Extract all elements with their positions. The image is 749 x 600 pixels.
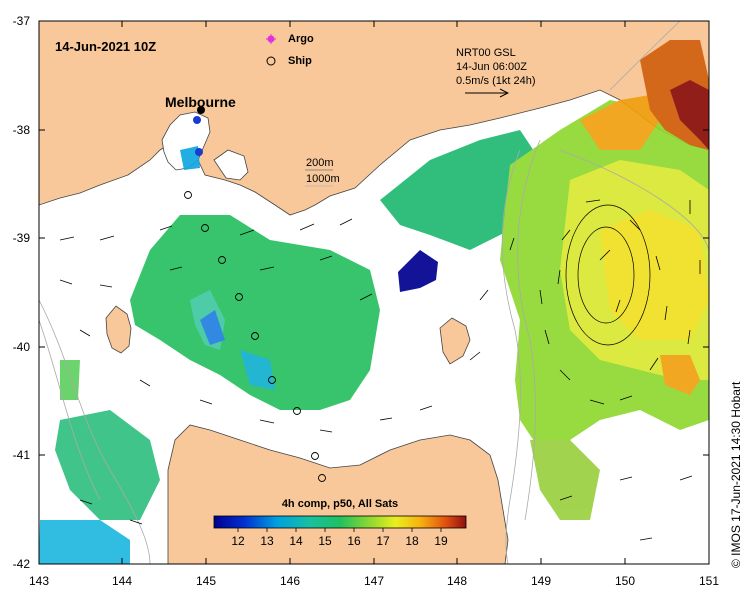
current-ref-line2: 14-Jun 06:00Z <box>456 61 527 73</box>
current-ref-line3: 0.5m/s (1kt 24h) <box>456 75 535 87</box>
colorbar-ticks <box>237 528 442 532</box>
ship-legend-label: Ship <box>288 55 312 67</box>
colorbar-tick-label: 17 <box>376 534 390 548</box>
x-tick-label: 150 <box>615 574 635 588</box>
current-vectors <box>59 199 701 541</box>
eddy-rings <box>565 204 651 346</box>
x-tick-label: 146 <box>280 574 300 588</box>
current-ref-line1: NRT00 GSL <box>456 47 516 59</box>
y-tick-label: -38 <box>13 123 31 137</box>
y-tick-label: -40 <box>13 340 31 354</box>
colorbar-tick-label: 12 <box>231 534 245 548</box>
y-tick-label: -41 <box>13 448 31 462</box>
colorbar-tick-label: 13 <box>260 534 274 548</box>
sst-field <box>39 40 709 564</box>
buoy-dot <box>195 148 203 156</box>
land-flinders-island <box>439 317 471 365</box>
colorbar-tick-label: 18 <box>405 534 419 548</box>
x-axis <box>38 21 710 564</box>
city-label: Melbourne <box>165 94 236 110</box>
argo-icon <box>266 34 276 44</box>
ship-track <box>184 191 326 482</box>
credit-label: © IMOS 17-Jun-2021 14:30 Hobart <box>729 381 743 568</box>
x-tick-label: 143 <box>29 574 49 588</box>
x-tick-label: 148 <box>447 574 467 588</box>
x-tick-label: 145 <box>196 574 216 588</box>
y-tick-label: -37 <box>13 14 31 28</box>
land-king-island <box>105 305 132 354</box>
y-axis <box>39 20 709 565</box>
x-tick-label: 144 <box>112 574 132 588</box>
colorbar-tick-label: 19 <box>434 534 448 548</box>
colorbar-tick-label: 15 <box>318 534 332 548</box>
colorbar-tick-label: 16 <box>347 534 361 548</box>
datetime-label: 14-Jun-2021 10Z <box>55 39 156 54</box>
ship-icon <box>266 56 276 66</box>
land-tasmania <box>167 424 509 564</box>
x-tick-label: 147 <box>364 574 384 588</box>
x-tick-label: 149 <box>531 574 551 588</box>
y-tick-label: -39 <box>13 231 31 245</box>
melbourne-marker <box>197 106 205 114</box>
x-tick-label: 151 <box>699 574 719 588</box>
buoy-dot <box>193 116 201 124</box>
colorbar-title: 4h comp, p50, All Sats <box>282 498 398 510</box>
colorbar-tick-label: 14 <box>289 534 303 548</box>
y-tick-label: -42 <box>13 557 31 571</box>
argo-legend-label: Argo <box>288 33 314 45</box>
depth-200m-label: 200m <box>306 157 334 169</box>
bathymetry-contours <box>39 21 709 564</box>
western-port <box>213 149 249 181</box>
depth-1000m-label: 1000m <box>306 173 340 185</box>
reference-arrow-icon <box>465 88 510 98</box>
colorbar <box>213 515 467 529</box>
